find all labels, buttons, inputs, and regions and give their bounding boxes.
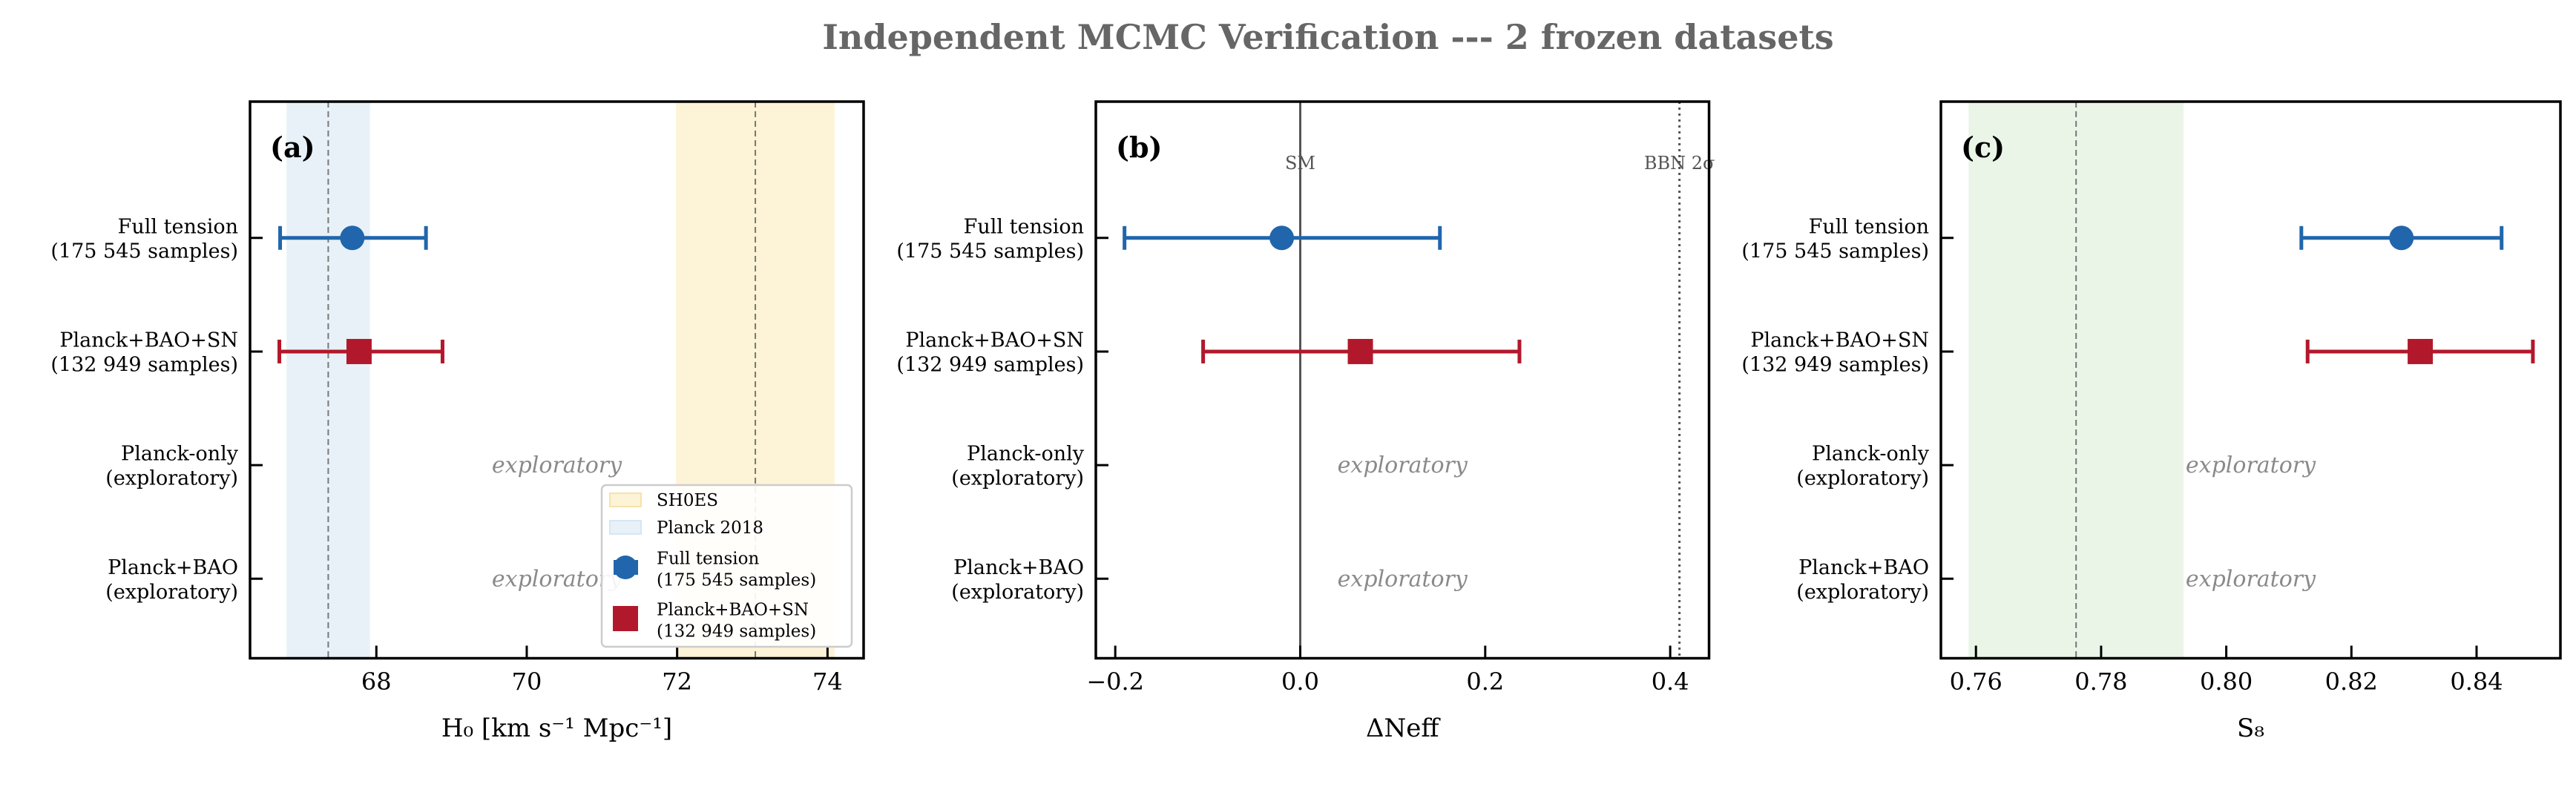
x-axis-label: ΔNeff: [1366, 714, 1441, 743]
text-line: Planck+BAO+SN: [59, 329, 238, 352]
text-line: (132 949 samples): [896, 353, 1084, 376]
text-line: Full tension: [118, 215, 238, 238]
y-tick-label: Planck+BAO+SN (132 949 samples): [50, 329, 238, 376]
data-point-circle: [340, 225, 365, 251]
x-tick-label: 0.80: [2200, 668, 2253, 696]
text-line: Full tension: [1809, 215, 1929, 238]
x-axis-label: S₈: [2237, 714, 2264, 743]
text-line: Planck-only: [1812, 443, 1930, 466]
x-tick-label: 68: [361, 668, 392, 696]
y-tick-label: Full tension (175 545 samples): [1741, 215, 1929, 263]
text-line: Full tension: [964, 215, 1084, 238]
y-tick-label: Full tension (175 545 samples): [50, 215, 238, 263]
panel-label: (b): [1116, 131, 1163, 164]
text-line: Planck-only: [121, 443, 239, 466]
text-line: Full tension: [657, 550, 759, 569]
y-tick-label: Planck-only (exploratory): [951, 443, 1084, 490]
panel-c: exploratory exploratory 0.76 0.78 0.80 0.82 0.…: [1741, 100, 2562, 743]
x-axis-label: H₀ [km s⁻¹ Mpc⁻¹]: [441, 714, 672, 743]
x-tick-label: 0.76: [1950, 668, 2002, 696]
exploratory-annotation: exploratory: [2186, 452, 2316, 478]
axes-frame: [249, 100, 865, 660]
legend-marker-square: [613, 606, 638, 631]
y-tick-label: Planck+BAO+SN (132 949 samples): [1741, 329, 1929, 376]
legend-swatch-planck: [609, 520, 642, 535]
data-point-square: [2408, 338, 2434, 364]
x-tick-label: 74: [812, 668, 843, 696]
text-line: (exploratory): [951, 581, 1084, 604]
reference-line-label: SM: [1285, 153, 1315, 174]
data-point-square: [346, 338, 372, 364]
text-line: Planck+BAO+SN: [657, 601, 809, 620]
x-tick-label: 70: [512, 668, 542, 696]
x-tick-label: 0.84: [2450, 668, 2503, 696]
panel-label: (a): [270, 131, 315, 164]
figure-title: Independent MCMC Verification --- 2 froz…: [822, 17, 1833, 57]
text-line: (175 545 samples): [896, 240, 1084, 263]
x-tick-label: 0.2: [1466, 668, 1504, 696]
text-line: (132 949 samples): [50, 353, 238, 376]
x-tick-label: 0.0: [1281, 668, 1319, 696]
y-tick-label: Planck+BAO (exploratory): [951, 556, 1084, 604]
text-line: (exploratory): [1796, 467, 1929, 490]
text-line: Planck+BAO: [108, 556, 238, 579]
text-line: Planck+BAO: [1798, 556, 1929, 579]
y-tick-label: Planck+BAO+SN (132 949 samples): [896, 329, 1084, 376]
text-line: (exploratory): [951, 467, 1084, 490]
data-point-circle: [2389, 225, 2414, 251]
x-tick-label: 0.82: [2325, 668, 2378, 696]
legend-swatch-shoes: [609, 492, 642, 507]
x-tick-label: 0.4: [1652, 668, 1689, 696]
axes-frame: [1094, 100, 1711, 660]
legend-label: Planck+BAO+SN (132 949 samples): [657, 601, 816, 642]
y-tick-label: Planck-only (exploratory): [105, 443, 238, 490]
exploratory-annotation: exploratory: [1338, 566, 1468, 592]
data-point-square: [1347, 338, 1373, 364]
text-line: (exploratory): [1796, 581, 1929, 604]
legend-marker-circle: [614, 556, 637, 579]
text-line: (175 545 samples): [1741, 240, 1929, 263]
y-tick-label: Full tension (175 545 samples): [896, 215, 1084, 263]
exploratory-annotation: exploratory: [492, 452, 622, 478]
text-line: (132 949 samples): [657, 622, 816, 642]
x-tick-label: 0.78: [2074, 668, 2127, 696]
text-line: (175 545 samples): [657, 571, 816, 590]
text-line: (132 949 samples): [1741, 353, 1929, 376]
y-tick-label: Planck+BAO (exploratory): [105, 556, 238, 604]
x-tick-label: −0.2: [1086, 668, 1144, 696]
text-line: Planck+BAO: [953, 556, 1084, 579]
x-tick-label: 72: [662, 668, 692, 696]
text-line: (175 545 samples): [50, 240, 238, 263]
legend-label: Full tension (175 545 samples): [657, 550, 816, 590]
y-tick-label: Planck+BAO (exploratory): [1796, 556, 1929, 604]
text-line: Planck+BAO+SN: [1750, 329, 1929, 352]
panel-label: (c): [1961, 131, 2005, 164]
axes-frame: [1939, 100, 2562, 660]
legend-label: Planck 2018: [657, 518, 763, 538]
text-line: (exploratory): [105, 467, 238, 490]
exploratory-annotation: exploratory: [1338, 452, 1468, 478]
y-tick-label: Planck-only (exploratory): [1796, 443, 1929, 490]
text-line: Planck-only: [967, 443, 1085, 466]
text-line: Planck+BAO+SN: [905, 329, 1084, 352]
legend-box: [600, 484, 853, 648]
exploratory-annotation: exploratory: [2186, 566, 2316, 592]
reference-line-label: BBN 2σ: [1644, 153, 1715, 174]
panel-b: SM BBN 2σ exploratory exploratory −0.2 0.0 0.2…: [896, 100, 1715, 743]
legend: SH0ES Planck 2018 Full tension (175 545 sam…: [600, 484, 853, 648]
data-point-circle: [1269, 225, 1295, 251]
text-line: (exploratory): [105, 581, 238, 604]
legend-label: SH0ES: [657, 491, 718, 510]
